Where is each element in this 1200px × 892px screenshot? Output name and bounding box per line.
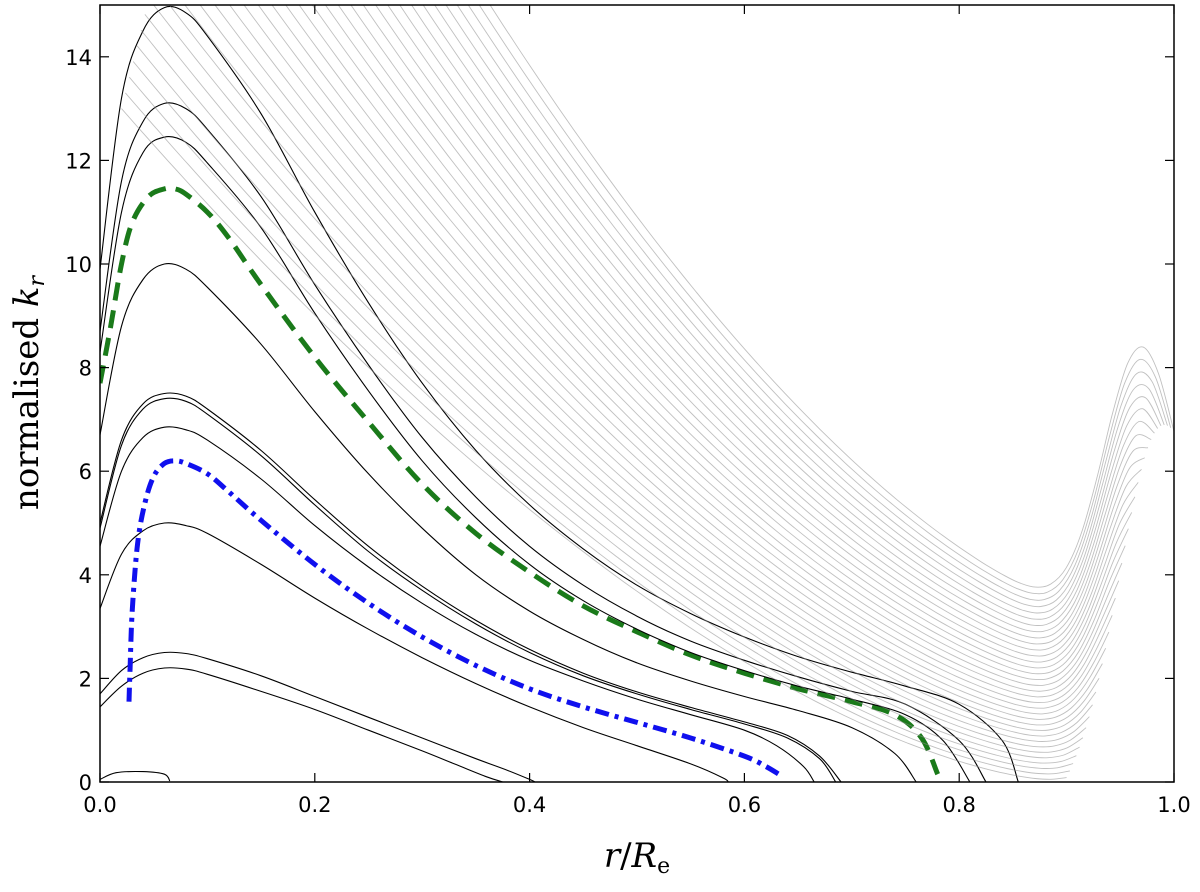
series-layer [100,5,1019,782]
black-curve-5 [100,397,837,782]
gray-curve [375,5,1142,651]
gray-curve [229,5,1107,715]
gray-curve [350,5,1136,663]
gray-curve [136,45,1080,759]
gray-curve [387,5,1145,645]
gray-curve [168,5,1093,737]
gray-curve [132,61,1077,764]
y-tick-label: 12 [65,149,92,173]
gray-curve [257,5,1113,704]
gray-curve [271,5,1116,698]
x-tick-label: 0.2 [298,793,331,817]
gray-curve [243,5,1110,709]
y-tick-label: 10 [65,253,92,277]
y-tick-label: 2 [79,667,92,691]
gray-curve [362,5,1139,657]
y-tick-label: 0 [79,771,92,795]
x-tick-label: 0.6 [728,793,761,817]
black-curve-9 [100,136,971,782]
x-tick-label: 0.4 [513,793,546,817]
y-axis-label: normalised kr [7,274,50,510]
gray-curve [184,5,1097,731]
gray-curve [199,5,1100,726]
black-curve-11 [100,5,1019,782]
gray-curve [434,5,1159,620]
x-axis-label: r/Re [604,836,670,879]
y-tick-label: 6 [79,460,92,484]
y-tick-label: 8 [79,357,92,381]
gray-curve [489,5,1174,588]
black-curve-2 [100,651,536,782]
y-tick-label: 14 [65,46,92,70]
black-curve-6 [100,392,842,782]
x-tick-label: 1.0 [1157,793,1190,817]
x-tick-label: 0.0 [83,793,116,817]
y-tick-label: 4 [79,564,92,588]
gray-curve [311,5,1126,681]
black-curve-0 [100,770,171,782]
gray-curve [445,5,1162,614]
gray-curve [456,5,1165,608]
gray-curve [214,5,1103,720]
gray-curve [144,14,1087,748]
gray-curve [324,5,1129,675]
gray-curve-layer [121,5,1174,780]
plot-frame [99,4,1175,783]
gray-curve [337,5,1133,669]
gray-curve [125,92,1070,775]
gray-curve [285,5,1120,692]
gray-curve [298,5,1123,686]
black-curve-3 [100,522,729,782]
gray-curve [422,5,1155,627]
gray-curve [467,5,1168,601]
black-curve-7 [100,262,917,782]
gray-curve [399,5,1149,639]
black-curve-1 [100,667,503,782]
tick-layer: 0.0 0.2 0.4 0.6 0.8 1.0 0 2 4 6 8 10 12 14 [65,5,1191,817]
black-curve-4 [100,426,815,782]
gray-curve [121,108,1067,780]
gray-curve [140,29,1084,753]
gray-curve [478,5,1172,595]
dashed-curve [100,185,941,776]
dashdot-curve [126,458,781,777]
x-tick-label: 0.8 [942,793,975,817]
gray-curve [411,5,1152,633]
gray-curve [128,76,1074,769]
gray-curve [153,5,1090,742]
